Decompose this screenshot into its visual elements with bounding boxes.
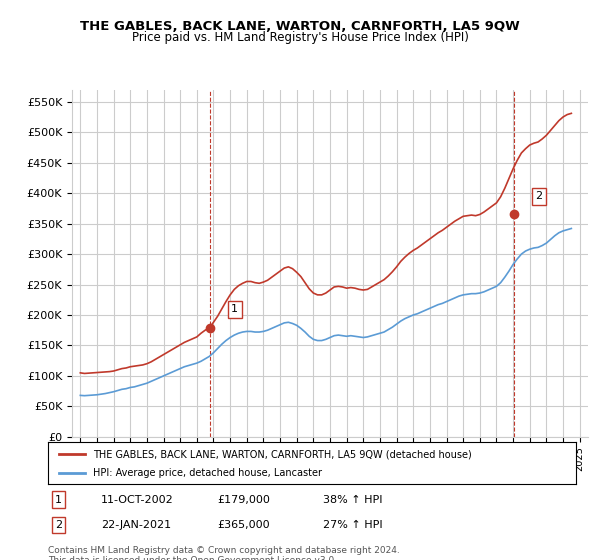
Text: Contains HM Land Registry data © Crown copyright and database right 2024.
This d: Contains HM Land Registry data © Crown c…	[48, 546, 400, 560]
Text: 2: 2	[55, 520, 62, 530]
Text: 1: 1	[231, 305, 238, 315]
Text: £365,000: £365,000	[217, 520, 269, 530]
Text: 2: 2	[536, 191, 542, 201]
Text: 1: 1	[55, 495, 62, 505]
Text: £179,000: £179,000	[217, 495, 270, 505]
Text: THE GABLES, BACK LANE, WARTON, CARNFORTH, LA5 9QW: THE GABLES, BACK LANE, WARTON, CARNFORTH…	[80, 20, 520, 32]
Text: 11-OCT-2002: 11-OCT-2002	[101, 495, 173, 505]
Text: Price paid vs. HM Land Registry's House Price Index (HPI): Price paid vs. HM Land Registry's House …	[131, 31, 469, 44]
Text: 38% ↑ HPI: 38% ↑ HPI	[323, 495, 382, 505]
Text: HPI: Average price, detached house, Lancaster: HPI: Average price, detached house, Lanc…	[93, 468, 322, 478]
Text: THE GABLES, BACK LANE, WARTON, CARNFORTH, LA5 9QW (detached house): THE GABLES, BACK LANE, WARTON, CARNFORTH…	[93, 449, 472, 459]
Text: 22-JAN-2021: 22-JAN-2021	[101, 520, 171, 530]
Text: 27% ↑ HPI: 27% ↑ HPI	[323, 520, 382, 530]
